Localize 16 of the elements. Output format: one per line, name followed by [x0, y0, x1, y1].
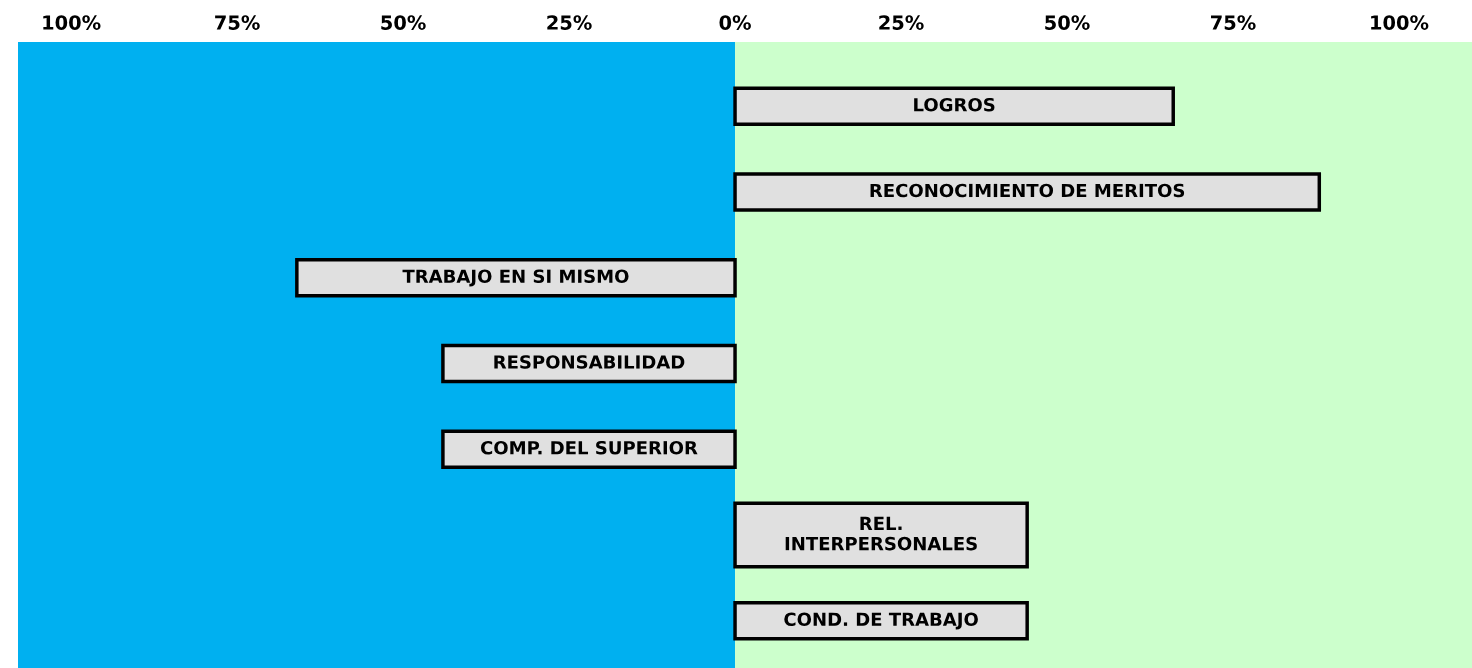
y-tick-label: LOGROS: [914, 97, 995, 112]
x-tick-label: 50%: [381, 15, 426, 30]
x-tick-label: 100%: [43, 15, 101, 30]
y-tick-label: RESPONSABILIDAD: [494, 355, 685, 369]
x-tick-label: 0%: [719, 15, 751, 30]
y-tick-label: COND. DE TRABAJO: [784, 612, 978, 630]
x-tick-label: 75%: [215, 15, 260, 30]
y-tick-label: TRABAJO EN SI MISMO: [402, 269, 629, 287]
x-tick-label: 100%: [1371, 15, 1429, 30]
y-tick-label: RECONOCIMIENTO DE MERITOS: [870, 183, 1185, 198]
x-tick-label: 75%: [1211, 15, 1256, 30]
x-tick-label: 25%: [547, 15, 592, 30]
y-tick-label: REL. INTERPERSONALES: [785, 516, 977, 551]
x-tick-label: 50%: [1045, 15, 1090, 30]
x-tick-label: 25%: [879, 15, 924, 30]
y-tick-label: COMP. DEL SUPERIOR: [480, 440, 698, 455]
